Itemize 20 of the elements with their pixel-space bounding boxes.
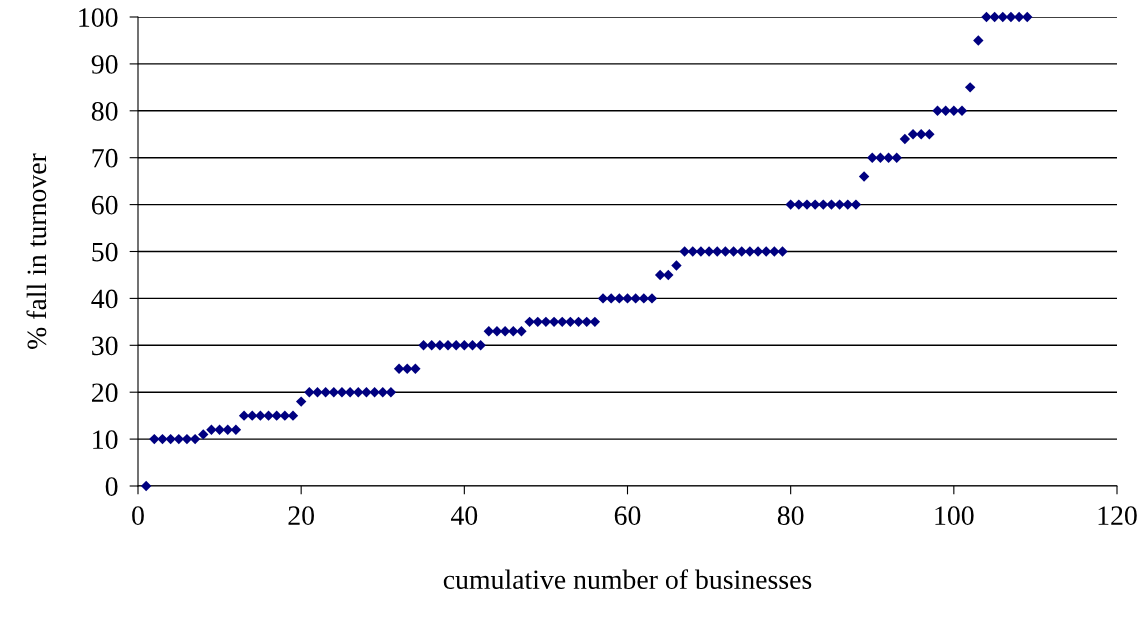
x-tick-label: 40: [450, 506, 478, 525]
y-tick-label: 60: [91, 195, 118, 215]
y-tick-label: 90: [91, 55, 118, 74]
y-tick-label: 0: [105, 477, 118, 496]
y-tick-label: 50: [92, 242, 118, 262]
y-tick-label: 20: [92, 383, 118, 403]
x-tick-label: 80: [777, 506, 804, 525]
y-tick-label: 80: [91, 101, 118, 121]
y-tick-label: 70: [92, 148, 118, 168]
y-axis-title: % fall in turnover: [26, 153, 47, 349]
y-tick-label: 40: [91, 289, 118, 309]
x-tick-label: 100: [935, 506, 974, 525]
y-tick-label: 10: [93, 430, 118, 450]
x-tick-label: 120: [1098, 506, 1137, 525]
y-tick-label: 30: [92, 336, 118, 356]
x-tick-label: 60: [614, 506, 641, 525]
x-tick-label: 20: [288, 506, 314, 525]
x-tick-label: 0: [132, 506, 144, 525]
x-axis-title: cumulative number of businesses: [443, 569, 812, 590]
y-tick-label: 100: [79, 8, 118, 27]
